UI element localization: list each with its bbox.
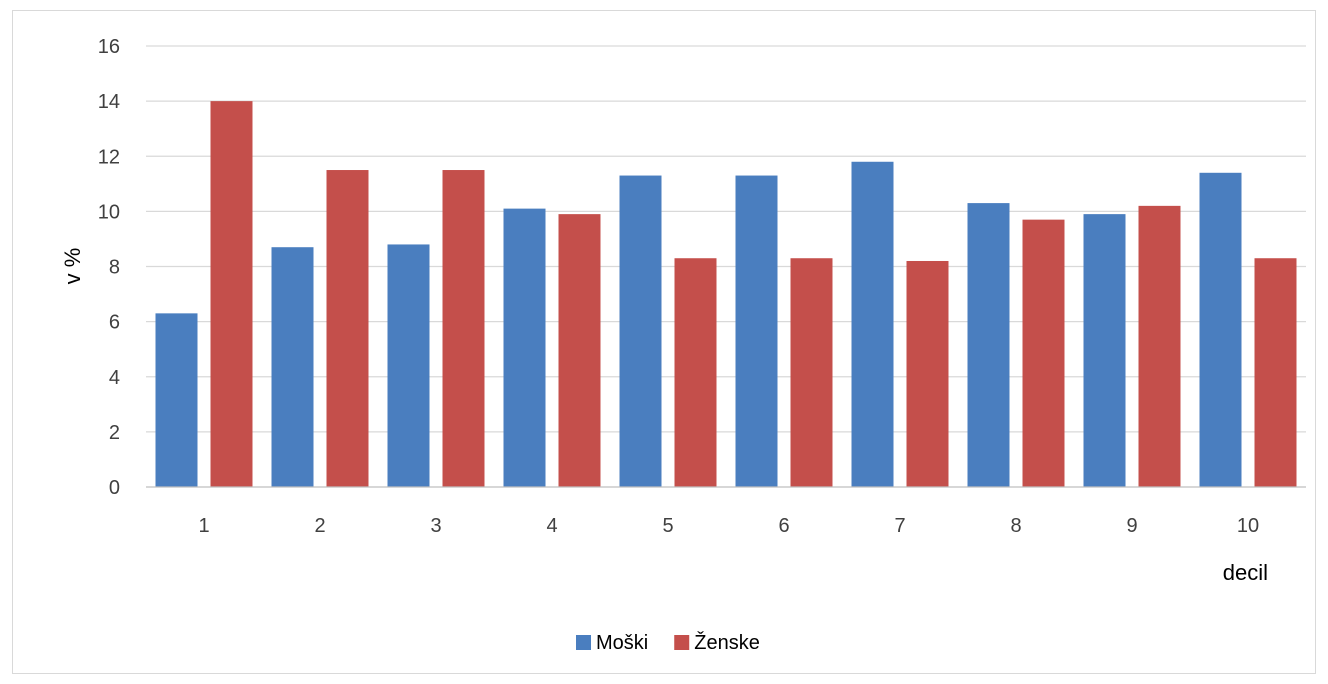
bar-zenske-7	[906, 260, 949, 487]
x-tick-label: 7	[894, 515, 905, 537]
bar-moski-2	[271, 247, 314, 487]
gridlines	[146, 45, 1306, 433]
bar-zenske-3	[442, 170, 485, 487]
x-tick-label: 1	[198, 515, 209, 537]
y-tick-label: 2	[109, 422, 120, 444]
legend-label-zenske: Ženske	[694, 631, 760, 654]
legend: Moški Ženske	[576, 631, 760, 654]
bar-zenske-4	[558, 214, 601, 487]
bars	[155, 101, 1297, 488]
x-tick-label: 4	[546, 515, 557, 537]
x-axis-title: decil	[1223, 560, 1268, 585]
x-tick-label: 10	[1237, 515, 1259, 537]
y-axis-title: v %	[60, 248, 85, 285]
y-tick-label: 4	[109, 367, 120, 389]
x-tick-labels: 1 2 3 4 5 6 7 8 9 10	[198, 515, 1259, 537]
y-tick-label: 6	[109, 312, 120, 334]
legend-swatch-moski	[576, 635, 591, 650]
y-tick-label: 14	[98, 91, 120, 113]
bar-zenske-1	[210, 101, 253, 487]
x-tick-label: 3	[430, 515, 441, 537]
y-tick-label: 0	[109, 477, 120, 499]
bar-moski-4	[503, 208, 546, 487]
y-tick-label: 10	[98, 201, 120, 223]
legend-swatch-zenske	[674, 635, 690, 650]
legend-label-moski: Moški	[596, 632, 648, 654]
bar-moski-6	[735, 175, 778, 487]
x-tick-label: 8	[1010, 515, 1021, 537]
bar-moski-1	[155, 313, 198, 487]
bar-moski-5	[619, 175, 662, 487]
x-tick-label: 9	[1126, 515, 1137, 537]
bar-zenske-5	[674, 258, 717, 487]
bar-zenske-2	[326, 170, 369, 487]
x-tick-label: 2	[314, 515, 325, 537]
bar-zenske-9	[1138, 205, 1181, 488]
bar-zenske-6	[790, 258, 833, 487]
y-tick-labels: 0 2 4 6 8 10 12 14 16	[98, 36, 120, 499]
x-tick-label: 6	[778, 515, 789, 537]
bar-moski-9	[1083, 214, 1126, 487]
bar-zenske-8	[1022, 219, 1065, 488]
y-tick-label: 8	[109, 257, 120, 279]
bar-moski-8	[967, 203, 1010, 487]
y-tick-label: 12	[98, 146, 120, 168]
x-tick-label: 5	[662, 515, 673, 537]
bar-zenske-10	[1254, 258, 1297, 487]
y-tick-label: 16	[98, 36, 120, 58]
bar-moski-3	[387, 244, 430, 487]
bar-moski-10	[1199, 172, 1242, 487]
bar-moski-7	[851, 161, 894, 487]
